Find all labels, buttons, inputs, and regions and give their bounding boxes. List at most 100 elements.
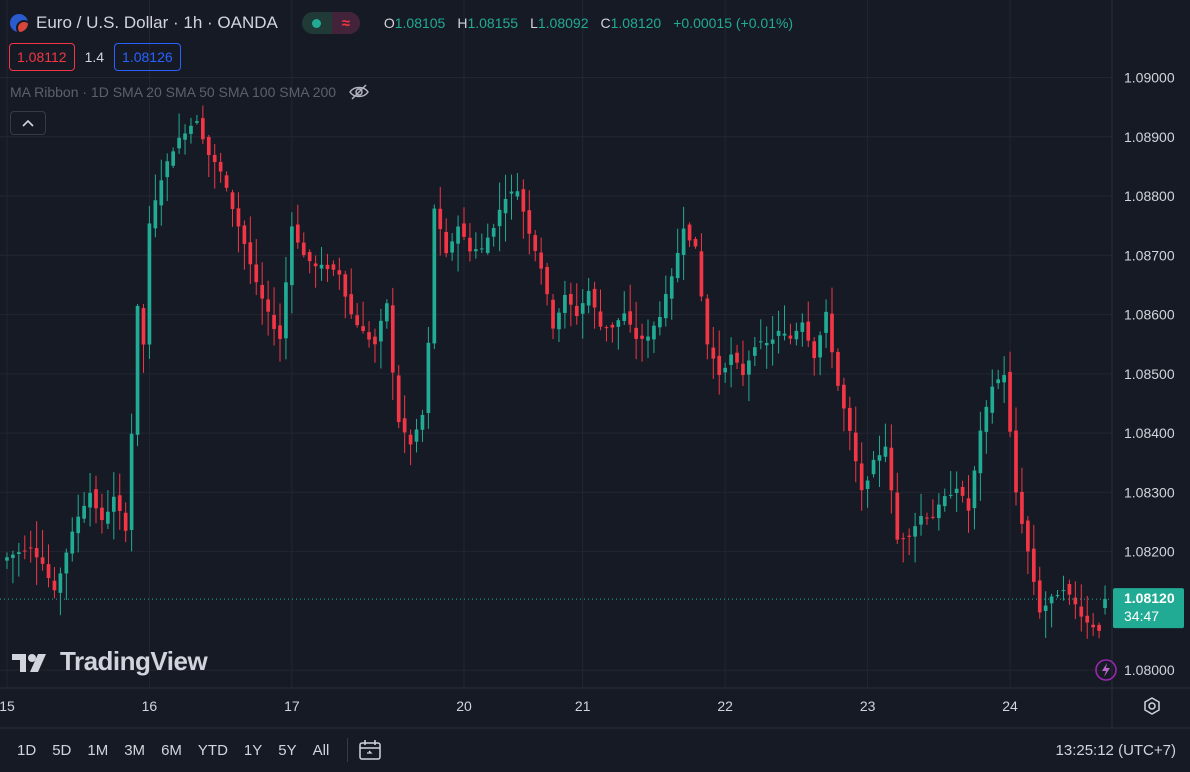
candle-body — [34, 548, 39, 558]
range-button-5d[interactable]: 5D — [52, 741, 72, 759]
candle-body — [925, 517, 929, 519]
candle-body — [153, 200, 158, 229]
candle-body — [325, 264, 330, 270]
candle-body — [28, 547, 33, 549]
symbol-title[interactable]: Euro / U.S. Dollar · 1h · OANDA — [36, 13, 278, 32]
indicator-label: MA Ribbon · 1D SMA 20 SMA 50 SMA 100 SMA… — [10, 84, 337, 100]
candle-body — [770, 339, 775, 344]
market-open-icon — [301, 12, 332, 34]
market-status[interactable]: ≈ — [301, 12, 360, 34]
candle-body — [907, 535, 912, 537]
candle-body — [551, 299, 555, 329]
clock-timezone[interactable]: 13:25:12 (UTC+7) — [1055, 741, 1176, 759]
range-buttons: 1D 5D 1M 3M 6M YTD 1Y 5Y All — [9, 742, 337, 759]
candle-body — [106, 511, 110, 524]
price-tick-label: 1.08200 — [1124, 544, 1175, 560]
candle-body — [420, 414, 425, 430]
sell-button[interactable]: 1.08112 — [9, 43, 75, 71]
candle-body — [468, 237, 472, 252]
candle-body — [70, 531, 75, 554]
range-button-1d[interactable]: 1D — [17, 741, 37, 759]
candle-body — [818, 335, 822, 358]
bar-countdown: 34:47 — [1124, 608, 1159, 624]
candle-body — [568, 294, 573, 305]
candle-body — [1020, 491, 1024, 524]
range-button-3m[interactable]: 3M — [124, 741, 146, 759]
candle-body — [355, 315, 360, 326]
candle-body — [94, 489, 98, 509]
candle-body — [723, 367, 728, 373]
indicator-legend[interactable]: MA Ribbon · 1D SMA 20 SMA 50 SMA 100 SMA… — [10, 84, 370, 100]
candle-body — [574, 305, 579, 317]
range-button-1m[interactable]: 1M — [87, 741, 109, 759]
go-to-date-icon[interactable] — [358, 739, 384, 761]
symbol-legend: Euro / U.S. Dollar · 1h · OANDA ≈ O1.081… — [10, 10, 793, 36]
candle-body — [290, 226, 294, 286]
price-axis: 1.09000 1.08900 1.08800 1.08700 1.08600 1.085… — [1124, 69, 1175, 678]
candle-body — [764, 343, 769, 346]
candle-body — [396, 375, 401, 423]
candle-body — [652, 325, 656, 340]
time-tick-label: 22 — [717, 698, 733, 714]
candle-body — [491, 228, 496, 237]
candle-body — [367, 332, 371, 340]
candle-body — [497, 209, 502, 227]
candle-body — [586, 290, 591, 306]
candle-body — [859, 463, 864, 491]
spread-value: 1.4 — [84, 49, 105, 65]
settings-gear-icon[interactable] — [1142, 696, 1162, 716]
chevron-up-icon — [22, 119, 34, 127]
candle-body — [147, 223, 152, 345]
candle-body — [224, 175, 229, 188]
candle-body — [592, 288, 597, 308]
tradingview-logo: TradingView — [12, 646, 208, 677]
candle-body — [200, 118, 205, 140]
candle-body — [474, 249, 478, 252]
range-button-all[interactable]: All — [312, 741, 330, 759]
open-value: 1.08105 — [394, 15, 446, 31]
collapse-legend-button[interactable] — [10, 111, 46, 135]
lightning-icon[interactable] — [1094, 658, 1118, 682]
candle-body — [135, 305, 140, 435]
candle-body — [100, 507, 104, 521]
bottom-toolbar: 1D 5D 1M 3M 6M YTD 1Y 5Y All 13:25:12 (UTC+7) — [0, 728, 1190, 772]
range-button-1y[interactable]: 1Y — [243, 741, 263, 759]
low-value: 1.08092 — [537, 15, 589, 31]
range-button-ytd[interactable]: YTD — [197, 741, 228, 759]
candle-body — [563, 294, 567, 313]
candle-body — [242, 225, 247, 244]
candle-body — [931, 516, 935, 518]
candle-body — [129, 433, 134, 530]
candle-body — [88, 492, 92, 508]
candle-body — [853, 432, 858, 462]
buy-button[interactable]: 1.08126 — [114, 43, 181, 71]
candle-body — [1079, 606, 1084, 617]
candle-body — [319, 264, 324, 269]
candle-body — [479, 248, 484, 250]
price-tick-label: 1.08400 — [1124, 425, 1175, 441]
candle-body — [735, 352, 739, 363]
price-tick-label: 1.09000 — [1124, 69, 1175, 85]
candle-body — [450, 241, 454, 253]
range-button-5y[interactable]: 5Y — [278, 741, 297, 759]
candle-body — [1055, 595, 1060, 597]
hidden-eye-icon[interactable] — [348, 84, 370, 100]
candle-body — [693, 238, 698, 247]
candle-body — [966, 498, 971, 511]
candle-body — [337, 270, 342, 275]
time-tick-label: 15 — [0, 698, 15, 714]
candle-body — [580, 303, 585, 314]
candle-body — [622, 313, 627, 322]
toolbar-divider — [347, 738, 349, 762]
price-tick-label: 1.08600 — [1124, 307, 1175, 323]
range-button-6m[interactable]: 6M — [161, 741, 182, 759]
close-label: C — [600, 15, 611, 31]
candles — [5, 105, 1107, 639]
candle-body — [978, 430, 983, 474]
candle-body — [954, 488, 959, 493]
candle-body — [177, 137, 181, 149]
candle-body — [717, 355, 722, 376]
candle-body — [1097, 624, 1101, 631]
trade-panel: 1.08112 1.4 1.08126 — [9, 43, 181, 71]
